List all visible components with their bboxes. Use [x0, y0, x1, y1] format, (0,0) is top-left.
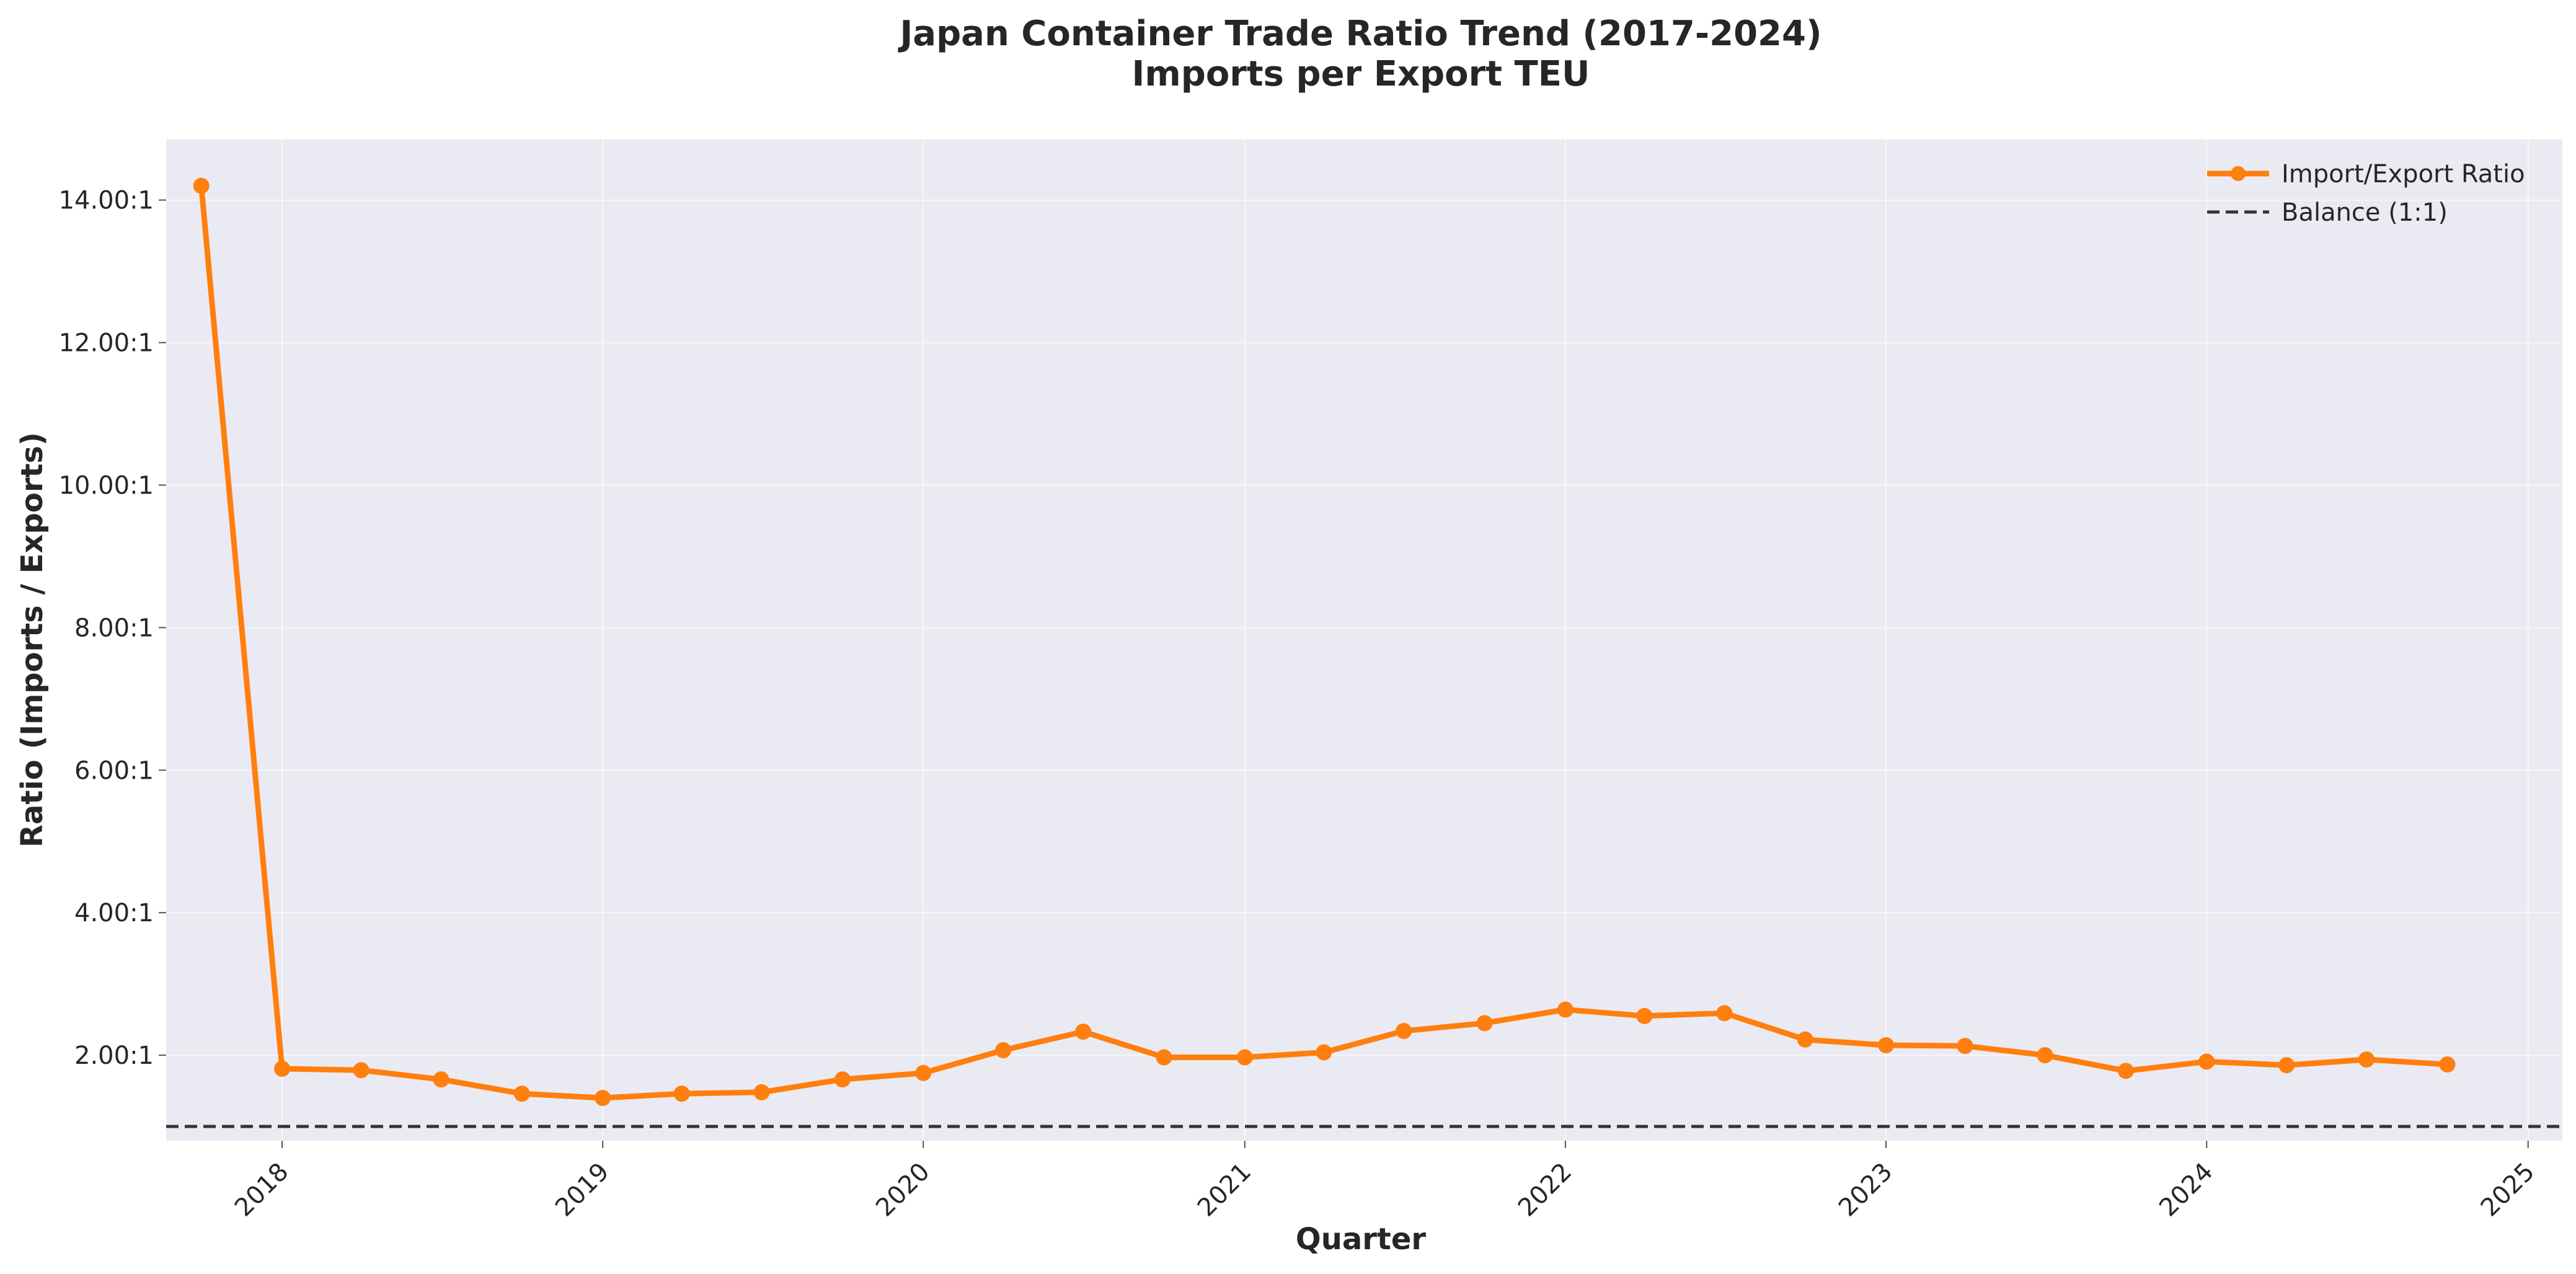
y-tick-label: 2.00:1 — [74, 1042, 154, 1070]
legend-label-ratio: Import/Export Ratio — [2282, 160, 2525, 188]
plot-area — [166, 139, 2562, 1141]
ratio-data-point — [1557, 1001, 1573, 1018]
ratio-data-point — [753, 1084, 770, 1100]
y-tick-label: 8.00:1 — [74, 614, 154, 642]
ratio-data-point — [2117, 1063, 2134, 1079]
chart-title: Japan Container Trade Ratio Trend (2017-… — [897, 14, 1821, 54]
ratio-data-point — [1797, 1031, 1813, 1048]
legend: Import/Export Ratio Balance (1:1) — [2207, 160, 2525, 227]
y-tick-label: 12.00:1 — [59, 329, 154, 358]
ratio-data-point — [1957, 1038, 1973, 1055]
ratio-data-point — [353, 1062, 370, 1079]
chart-subtitle: Imports per Export TEU — [1132, 54, 1590, 94]
ratio-data-point — [1636, 1007, 1653, 1024]
y-tick-label: 14.00:1 — [59, 187, 154, 215]
ratio-data-point — [595, 1090, 611, 1107]
ratio-data-point — [673, 1086, 690, 1102]
y-tick-label: 6.00:1 — [74, 756, 154, 785]
series-layer — [193, 177, 2456, 1107]
ratio-data-point — [1236, 1049, 1253, 1066]
ratio-data-point — [2439, 1056, 2456, 1073]
ratio-data-point — [2198, 1053, 2215, 1070]
ratio-data-point — [915, 1064, 932, 1081]
legend-marker-ratio — [2231, 166, 2246, 181]
y-axis-label: Ratio (Imports / Exports) — [15, 432, 50, 847]
ratio-data-point — [1716, 1005, 1733, 1022]
ratio-data-point — [1316, 1044, 1332, 1061]
legend-label-balance: Balance (1:1) — [2282, 198, 2448, 227]
grid — [166, 139, 2562, 1141]
ratio-data-point — [1075, 1024, 1092, 1040]
ratio-data-point — [1878, 1037, 1895, 1053]
y-tick-label: 4.00:1 — [74, 899, 154, 927]
ratio-data-point — [433, 1071, 449, 1088]
ratio-data-point — [2278, 1057, 2295, 1074]
ratio-data-point — [513, 1086, 530, 1102]
y-axis-ticks: 2.00:1 4.00:1 6.00:1 8.00:1 10.00:1 12.00:1 14… — [59, 187, 166, 1070]
ratio-data-point — [274, 1060, 291, 1077]
ratio-data-point — [193, 177, 210, 194]
x-axis-label: Quarter — [1296, 1222, 1427, 1257]
ratio-data-point — [995, 1042, 1012, 1059]
ratio-data-point — [2037, 1047, 2053, 1064]
y-tick-label: 10.00:1 — [59, 471, 154, 500]
ratio-data-point — [1156, 1049, 1172, 1066]
ratio-data-point — [1476, 1015, 1493, 1032]
ratio-data-point — [1396, 1022, 1412, 1039]
ratio-data-point — [2358, 1051, 2375, 1068]
ratio-data-point — [834, 1071, 851, 1088]
